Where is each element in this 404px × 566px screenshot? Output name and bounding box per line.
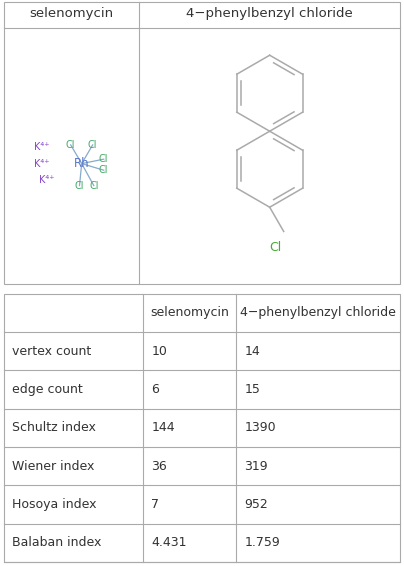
- Text: Rh: Rh: [74, 157, 90, 170]
- Text: Cl: Cl: [269, 242, 282, 255]
- Text: 4.431: 4.431: [152, 537, 187, 550]
- Text: 36: 36: [152, 460, 167, 473]
- Text: Cl: Cl: [88, 140, 97, 150]
- Text: K⁴⁺: K⁴⁺: [34, 142, 49, 152]
- Text: 10: 10: [152, 345, 167, 358]
- Text: Cl: Cl: [75, 181, 84, 191]
- Text: 6: 6: [152, 383, 159, 396]
- Text: 319: 319: [244, 460, 268, 473]
- Text: selenomycin: selenomycin: [150, 306, 229, 319]
- Text: 1390: 1390: [244, 422, 276, 435]
- Text: 144: 144: [152, 422, 175, 435]
- Text: Cl: Cl: [89, 181, 99, 191]
- Text: selenomycin: selenomycin: [29, 7, 114, 20]
- Text: Cl: Cl: [99, 165, 108, 175]
- Text: vertex count: vertex count: [12, 345, 91, 358]
- Text: 14: 14: [244, 345, 260, 358]
- Text: 4−phenylbenzyl chloride: 4−phenylbenzyl chloride: [240, 306, 396, 319]
- Text: Schultz index: Schultz index: [12, 422, 96, 435]
- Text: Wiener index: Wiener index: [12, 460, 95, 473]
- Text: Hosoya index: Hosoya index: [12, 498, 97, 511]
- Text: 15: 15: [244, 383, 260, 396]
- Text: Balaban index: Balaban index: [12, 537, 101, 550]
- Text: 1.759: 1.759: [244, 537, 280, 550]
- Text: Cl: Cl: [99, 154, 108, 164]
- Text: K⁴⁺: K⁴⁺: [39, 175, 54, 185]
- Text: Cl: Cl: [66, 140, 76, 150]
- Text: edge count: edge count: [12, 383, 83, 396]
- Text: 4−phenylbenzyl chloride: 4−phenylbenzyl chloride: [186, 7, 353, 20]
- Text: K⁴⁺: K⁴⁺: [34, 158, 49, 169]
- Text: 7: 7: [152, 498, 160, 511]
- Text: 952: 952: [244, 498, 268, 511]
